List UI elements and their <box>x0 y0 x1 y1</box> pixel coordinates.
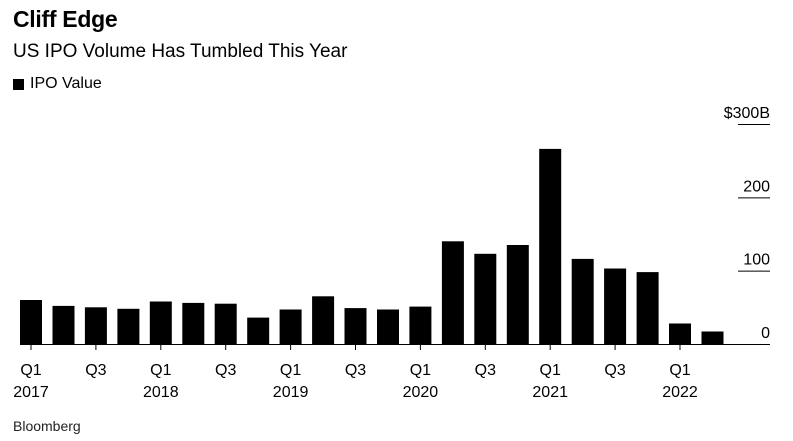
bar-q4-2018 <box>247 317 270 344</box>
bar-q3-2017 <box>84 307 107 344</box>
bar-q1-2020 <box>409 306 432 344</box>
x-axis: Q1 2017 Q3 Q1 2018 Q3 Q1 2019 Q3 Q1 2020 Q3 Q1 2021 Q3… <box>13 344 698 401</box>
chart-title: Cliff Edge <box>13 6 118 32</box>
y-tick-label: 0 <box>761 325 770 342</box>
bar-q2-2021 <box>571 258 594 344</box>
bar-q3-2021 <box>604 268 627 344</box>
x-tick-label-quarter: Q1 <box>669 362 690 379</box>
bar-q4-2020 <box>506 245 529 344</box>
bar-q1-2019 <box>279 309 302 344</box>
bar-q3-2019 <box>344 308 367 344</box>
y-axis: $300B 200 100 0 <box>724 105 770 342</box>
bar-q3-2020 <box>474 253 497 344</box>
bar-q2-2020 <box>441 241 464 344</box>
bars-group <box>20 148 724 344</box>
bar-q1-2021 <box>539 148 562 344</box>
bar-q4-2021 <box>636 272 659 344</box>
legend: IPO Value <box>13 75 102 93</box>
chart-subtitle: US IPO Volume Has Tumbled This Year <box>13 41 348 62</box>
x-tick-label-quarter: Q1 <box>280 362 301 379</box>
bar-q1-2018 <box>149 301 172 344</box>
bar-q2-2022 <box>701 331 724 344</box>
bar-q2-2018 <box>182 302 205 344</box>
x-tick-label-year: 2018 <box>143 384 179 401</box>
x-tick-label-quarter: Q3 <box>604 362 625 379</box>
x-tick-label-quarter: Q3 <box>215 362 236 379</box>
x-tick-label-quarter: Q3 <box>475 362 496 379</box>
x-tick-label-year: 2022 <box>662 384 698 401</box>
x-tick-label-quarter: Q1 <box>540 362 561 379</box>
x-tick-label-quarter: Q1 <box>150 362 171 379</box>
x-tick-label-year: 2017 <box>13 384 49 401</box>
x-tick-label-quarter: Q1 <box>20 362 41 379</box>
x-tick-label-year: 2019 <box>273 384 309 401</box>
legend-swatch <box>13 78 24 90</box>
bar-q4-2017 <box>117 308 140 344</box>
bar-q2-2017 <box>52 305 75 344</box>
x-tick-label-quarter: Q3 <box>345 362 366 379</box>
bar-q3-2018 <box>214 303 237 344</box>
y-tick-label: 200 <box>743 178 770 195</box>
y-tick-label: 100 <box>743 252 770 269</box>
x-tick-label-quarter: Q1 <box>410 362 431 379</box>
bar-q1-2017 <box>20 300 42 344</box>
legend-label: IPO Value <box>30 75 102 92</box>
y-tick-label: $300B <box>724 105 770 122</box>
bar-q2-2019 <box>312 296 335 344</box>
x-tick-label-year: 2020 <box>403 384 439 401</box>
source-label: Bloomberg <box>13 418 81 434</box>
x-tick-label-year: 2021 <box>532 384 568 401</box>
bar-q4-2019 <box>377 309 399 344</box>
bar-q1-2022 <box>669 323 691 344</box>
x-tick-label-quarter: Q3 <box>85 362 106 379</box>
